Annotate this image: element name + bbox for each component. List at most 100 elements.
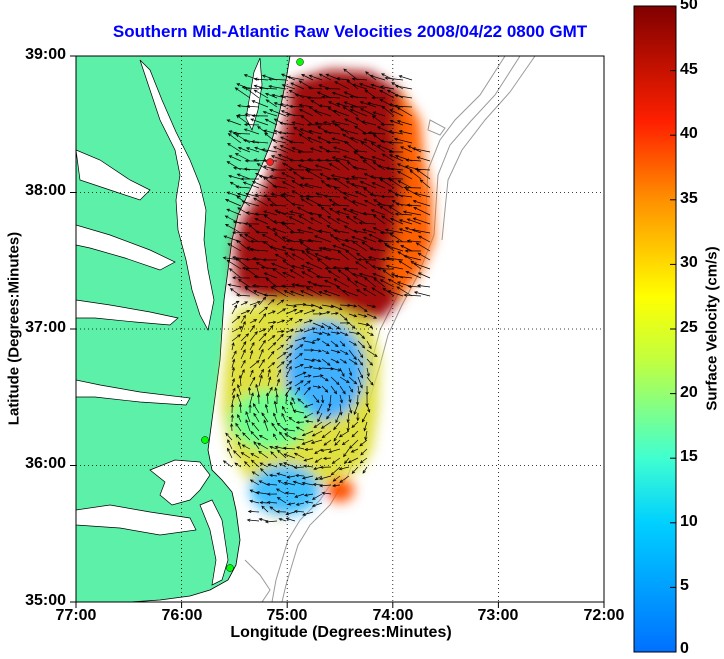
velocity-vector (261, 505, 269, 513)
velocity-arrowhead (307, 374, 312, 378)
velocity-arrowhead (365, 323, 370, 327)
velocity-vector (399, 228, 413, 234)
velocity-vector (332, 92, 350, 99)
velocity-arrowhead (311, 503, 316, 508)
velocity-arrowhead (309, 217, 314, 221)
velocity-vector (301, 74, 314, 81)
velocity-vector (303, 366, 313, 369)
velocity-arrowhead (292, 171, 297, 175)
velocity-arrowhead (231, 366, 235, 371)
velocity-arrowhead (283, 481, 288, 485)
velocity-vector (366, 304, 376, 308)
velocity-vector (292, 253, 305, 261)
velocity-arrowhead (298, 319, 303, 323)
velocity-arrowhead (419, 179, 424, 183)
velocity-arrowhead (406, 239, 411, 243)
velocity-vector (330, 312, 339, 315)
velocity-vector (250, 431, 260, 441)
velocity-vector (405, 188, 422, 198)
velocity-arrowhead (280, 299, 285, 303)
velocity-vector (321, 376, 329, 382)
velocity-arrowhead (336, 218, 340, 222)
velocity-arrowhead (291, 264, 295, 269)
velocity-arrowhead (354, 125, 358, 129)
x-tick-label: 77:00 (55, 607, 97, 624)
velocity-vector (308, 130, 323, 135)
velocity-vector (348, 313, 357, 317)
velocity-vector (395, 275, 413, 279)
velocity-vector (325, 267, 341, 270)
velocity-vector (312, 349, 322, 352)
velocity-hot-spot (326, 478, 354, 502)
velocity-vector (348, 340, 357, 346)
velocity-vector (339, 358, 347, 364)
velocity-vector (357, 349, 363, 358)
velocity-vector (277, 473, 287, 477)
velocity-vector (414, 192, 431, 198)
velocity-arrowhead (272, 320, 277, 324)
velocity-vector (334, 81, 350, 90)
map-title: Southern Mid-Atlantic Raw Velocities 200… (112, 22, 588, 41)
velocity-arrowhead (253, 275, 258, 279)
velocity-vector (282, 260, 296, 270)
velocity-vector (258, 340, 266, 351)
velocity-vector (225, 224, 242, 234)
velocity-vector (228, 284, 242, 288)
velocity-vector (305, 501, 314, 504)
velocity-arrowhead (359, 374, 363, 379)
velocity-arrowhead (235, 185, 240, 189)
velocity-arrowhead (307, 226, 312, 230)
velocity-vector (344, 457, 350, 464)
velocity-arrowhead (244, 122, 248, 127)
velocity-arrowhead (298, 80, 303, 84)
velocity-arrowhead (396, 163, 401, 167)
velocity-vector (264, 129, 278, 135)
velocity-arrowhead (361, 120, 365, 124)
velocity-vector (351, 421, 359, 428)
velocity-arrowhead (253, 158, 258, 162)
velocity-vector (363, 187, 377, 198)
velocity-vector (245, 258, 260, 261)
velocity-vector (417, 285, 431, 288)
velocity-vector (357, 331, 365, 339)
velocity-arrowhead (273, 102, 278, 106)
y-tick-label: 38:00 (25, 182, 66, 199)
velocity-arrowhead (354, 149, 359, 153)
velocity-arrowhead (343, 91, 348, 95)
velocity-arrowhead (281, 172, 285, 176)
velocity-arrowhead (267, 197, 271, 202)
velocity-arrowhead (326, 225, 331, 229)
velocity-arrowhead (388, 154, 393, 158)
velocity-vector (231, 350, 237, 360)
velocity-vector (259, 175, 278, 180)
velocity-arrowhead (259, 374, 263, 379)
velocity-vector (294, 329, 304, 333)
velocity-vector (229, 268, 242, 279)
radar-site (266, 158, 274, 166)
velocity-vector (389, 206, 404, 216)
velocity-arrowhead (299, 344, 304, 348)
velocity-vector (235, 423, 242, 432)
velocity-arrowhead (351, 83, 356, 87)
velocity-arrowhead (345, 177, 349, 181)
velocity-arrowhead (306, 268, 311, 273)
velocity-arrowhead (271, 299, 275, 303)
velocity-vector (303, 309, 315, 315)
velocity-vector (236, 115, 251, 126)
velocity-vector (316, 403, 323, 415)
velocity-arrowhead (333, 236, 338, 240)
velocity-vector (293, 410, 305, 414)
velocity-vector (379, 99, 395, 108)
velocity-vector (282, 181, 296, 189)
velocity-arrowhead (351, 424, 356, 429)
velocity-vector (262, 149, 278, 153)
velocity-arrowhead (318, 229, 322, 233)
velocity-vector (274, 233, 287, 243)
velocity-arrowhead (357, 390, 361, 395)
velocity-arrowhead (307, 380, 311, 384)
velocity-arrowhead (343, 225, 348, 229)
velocity-arrowhead (288, 216, 293, 220)
velocity-arrowhead (263, 129, 268, 133)
velocity-vector (352, 84, 368, 90)
velocity-vector (312, 367, 322, 370)
